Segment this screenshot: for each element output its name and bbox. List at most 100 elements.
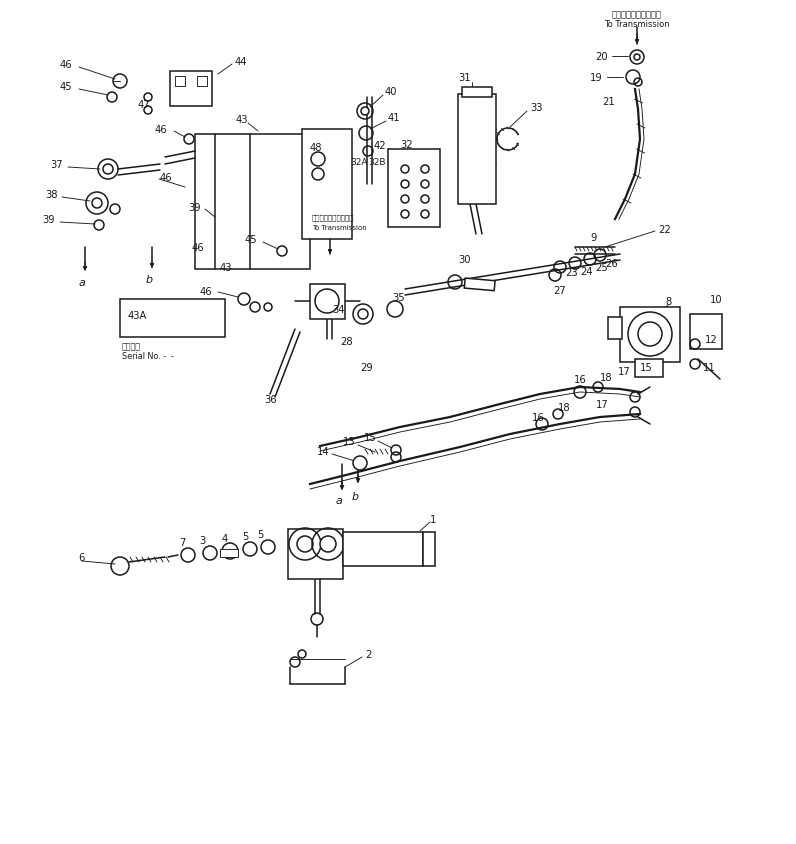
Text: 22: 22 bbox=[658, 225, 671, 235]
Bar bbox=[175, 77, 185, 87]
Bar bbox=[458, 95, 496, 205]
Text: 15: 15 bbox=[365, 432, 377, 442]
Text: 19: 19 bbox=[591, 73, 603, 83]
Circle shape bbox=[297, 537, 313, 552]
Text: 6: 6 bbox=[78, 552, 84, 562]
Text: 32: 32 bbox=[400, 140, 412, 150]
Text: 44: 44 bbox=[235, 57, 248, 67]
Text: 46: 46 bbox=[160, 173, 173, 183]
Text: 43: 43 bbox=[220, 262, 232, 273]
Text: 40: 40 bbox=[385, 87, 397, 97]
Text: 21: 21 bbox=[603, 97, 615, 107]
Text: 45: 45 bbox=[60, 82, 72, 92]
Text: 32A: 32A bbox=[350, 157, 368, 166]
Circle shape bbox=[634, 55, 640, 61]
Text: 46: 46 bbox=[200, 287, 213, 296]
Text: 2: 2 bbox=[365, 649, 372, 659]
Text: 35: 35 bbox=[392, 293, 404, 303]
Circle shape bbox=[353, 457, 367, 470]
Text: 14: 14 bbox=[318, 446, 330, 457]
Bar bbox=[220, 549, 238, 557]
Bar bbox=[170, 72, 212, 107]
Circle shape bbox=[92, 199, 102, 208]
Bar bbox=[310, 284, 345, 320]
Text: 18: 18 bbox=[558, 403, 571, 413]
Text: 30: 30 bbox=[458, 255, 470, 265]
Bar bbox=[635, 360, 663, 377]
Text: 46: 46 bbox=[192, 243, 205, 252]
Text: トランスミッションへ: トランスミッションへ bbox=[612, 10, 662, 19]
Text: 11: 11 bbox=[703, 363, 716, 372]
Bar bbox=[690, 315, 722, 349]
Text: 38: 38 bbox=[45, 190, 57, 200]
Text: 48: 48 bbox=[310, 143, 322, 153]
Bar bbox=[462, 88, 492, 98]
Text: 17: 17 bbox=[618, 366, 630, 376]
Text: 29: 29 bbox=[360, 363, 373, 372]
Text: 20: 20 bbox=[595, 52, 608, 62]
Bar bbox=[620, 307, 680, 363]
Text: 1: 1 bbox=[430, 514, 436, 524]
Text: 45: 45 bbox=[245, 235, 258, 245]
Text: 9: 9 bbox=[590, 233, 596, 243]
Text: 32B: 32B bbox=[368, 157, 385, 166]
Text: 33: 33 bbox=[530, 103, 543, 113]
Text: トランスミッションへ: トランスミッションへ bbox=[312, 214, 354, 221]
Text: 37: 37 bbox=[50, 160, 63, 170]
Text: 46: 46 bbox=[155, 125, 168, 135]
Text: 31: 31 bbox=[458, 73, 471, 83]
Text: 34: 34 bbox=[332, 305, 345, 315]
Text: 18: 18 bbox=[600, 372, 613, 382]
Text: 27: 27 bbox=[554, 285, 567, 295]
Bar bbox=[302, 130, 352, 240]
Text: To Transmission: To Transmission bbox=[604, 20, 669, 29]
Text: 39: 39 bbox=[188, 203, 201, 213]
Bar bbox=[388, 150, 440, 228]
Text: a: a bbox=[336, 495, 342, 506]
Text: 26: 26 bbox=[606, 259, 618, 268]
Text: 適用番号: 適用番号 bbox=[122, 342, 141, 350]
Text: a: a bbox=[79, 278, 85, 288]
Text: 16: 16 bbox=[574, 375, 587, 385]
Text: 12: 12 bbox=[705, 334, 718, 344]
Text: 13: 13 bbox=[342, 436, 355, 446]
Text: 47: 47 bbox=[138, 100, 150, 110]
Text: 23: 23 bbox=[566, 268, 579, 278]
Text: 8: 8 bbox=[665, 296, 671, 306]
Text: 42: 42 bbox=[374, 141, 387, 151]
Bar bbox=[464, 279, 495, 291]
Bar bbox=[195, 135, 310, 270]
Text: b: b bbox=[146, 274, 153, 284]
Circle shape bbox=[358, 310, 368, 320]
Text: 5: 5 bbox=[257, 529, 263, 539]
Text: To Transmission: To Transmission bbox=[312, 225, 367, 230]
Bar bbox=[423, 533, 435, 566]
Bar bbox=[608, 317, 622, 339]
Text: 17: 17 bbox=[596, 399, 609, 409]
Circle shape bbox=[361, 108, 369, 116]
Circle shape bbox=[320, 537, 336, 552]
Bar bbox=[197, 77, 207, 87]
Circle shape bbox=[638, 322, 662, 347]
Text: 43: 43 bbox=[236, 115, 248, 125]
Text: 46: 46 bbox=[60, 60, 72, 70]
Text: 4: 4 bbox=[222, 533, 228, 544]
Text: 16: 16 bbox=[532, 413, 544, 423]
Bar bbox=[343, 533, 423, 566]
Text: 36: 36 bbox=[264, 394, 277, 404]
Text: 41: 41 bbox=[388, 113, 400, 123]
Text: 3: 3 bbox=[199, 535, 205, 545]
Bar bbox=[288, 529, 343, 579]
Circle shape bbox=[103, 165, 113, 175]
Text: 28: 28 bbox=[340, 337, 353, 347]
Text: 7: 7 bbox=[179, 538, 185, 548]
Text: 43A: 43A bbox=[128, 311, 147, 321]
Text: 5: 5 bbox=[242, 532, 248, 541]
Text: 39: 39 bbox=[42, 214, 55, 225]
Text: 10: 10 bbox=[710, 295, 723, 305]
Bar bbox=[120, 300, 225, 338]
Text: b: b bbox=[352, 491, 358, 501]
Text: 15: 15 bbox=[640, 363, 653, 372]
Text: 25: 25 bbox=[595, 262, 608, 273]
Text: Serial No. -  -: Serial No. - - bbox=[122, 352, 174, 360]
